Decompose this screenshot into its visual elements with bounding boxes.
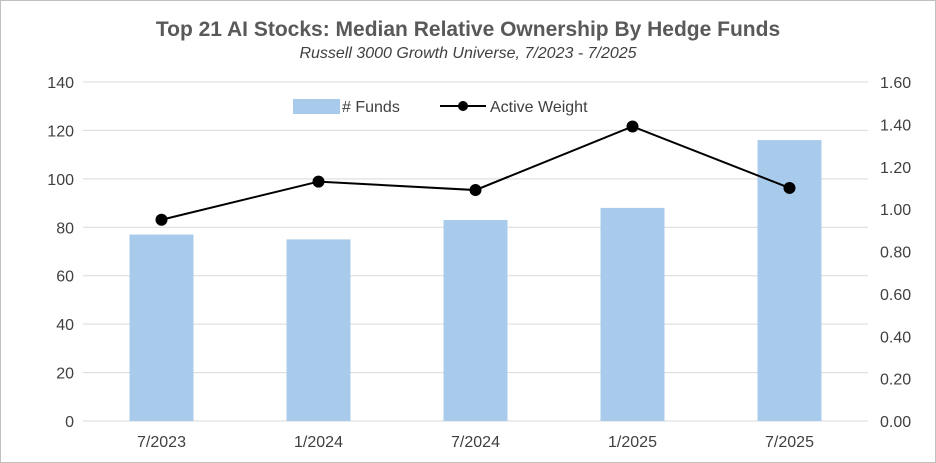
- active-weight-point: [626, 120, 639, 133]
- line-series: [155, 120, 796, 226]
- right-tick-label: 0.80: [880, 245, 911, 262]
- right-tick-label: 0.20: [880, 372, 911, 389]
- bar: [600, 207, 665, 421]
- right-axis: 0.00 0.20 0.40 0.60 0.80 1.00 1.20 1.40 1.60: [880, 75, 911, 431]
- active-weight-point: [469, 184, 482, 197]
- bar-series: [129, 140, 822, 421]
- chart-title: Top 21 AI Stocks: Median Relative Owners…: [155, 18, 781, 41]
- left-tick-label: 20: [56, 366, 74, 383]
- x-tick-label: 1/2025: [608, 434, 657, 451]
- x-tick-label: 7/2025: [765, 434, 814, 451]
- left-tick-label: 60: [56, 269, 74, 286]
- legend: # Funds Active Weight: [293, 99, 588, 116]
- legend-label-funds: # Funds: [342, 99, 400, 116]
- left-tick-label: 100: [47, 172, 74, 189]
- right-tick-label: 0.40: [880, 329, 911, 346]
- right-tick-label: 0.00: [880, 414, 911, 431]
- active-weight-point: [312, 175, 325, 188]
- right-tick-label: 0.60: [880, 287, 911, 304]
- left-axis: 0 20 40 60 80 100 120 140: [47, 75, 74, 431]
- legend-swatch-active-weight-marker: [458, 101, 468, 111]
- right-tick-label: 1.20: [880, 160, 911, 177]
- active-weight-line: [161, 125, 790, 221]
- x-axis: 7/2023 1/2024 7/2024 1/2025 7/2025: [137, 434, 814, 451]
- legend-label-active-weight: Active Weight: [490, 99, 588, 116]
- left-tick-label: 140: [47, 75, 74, 92]
- left-tick-label: 80: [56, 220, 74, 237]
- right-tick-label: 1.60: [880, 75, 911, 92]
- bar: [286, 239, 351, 421]
- right-tick-label: 1.00: [880, 202, 911, 219]
- bar: [129, 234, 194, 421]
- legend-swatch-funds: [293, 99, 340, 114]
- left-tick-label: 40: [56, 317, 74, 334]
- left-tick-label: 0: [65, 414, 74, 431]
- active-weight-point: [155, 213, 168, 226]
- active-weight-point: [783, 181, 796, 194]
- chart-subtitle: Russell 3000 Growth Universe, 7/2023 - 7…: [299, 45, 637, 62]
- x-tick-label: 1/2024: [294, 434, 343, 451]
- right-tick-label: 1.40: [880, 117, 911, 134]
- x-tick-label: 7/2024: [451, 434, 500, 451]
- left-tick-label: 120: [47, 123, 74, 140]
- bar: [443, 220, 508, 421]
- x-tick-label: 7/2023: [137, 434, 186, 451]
